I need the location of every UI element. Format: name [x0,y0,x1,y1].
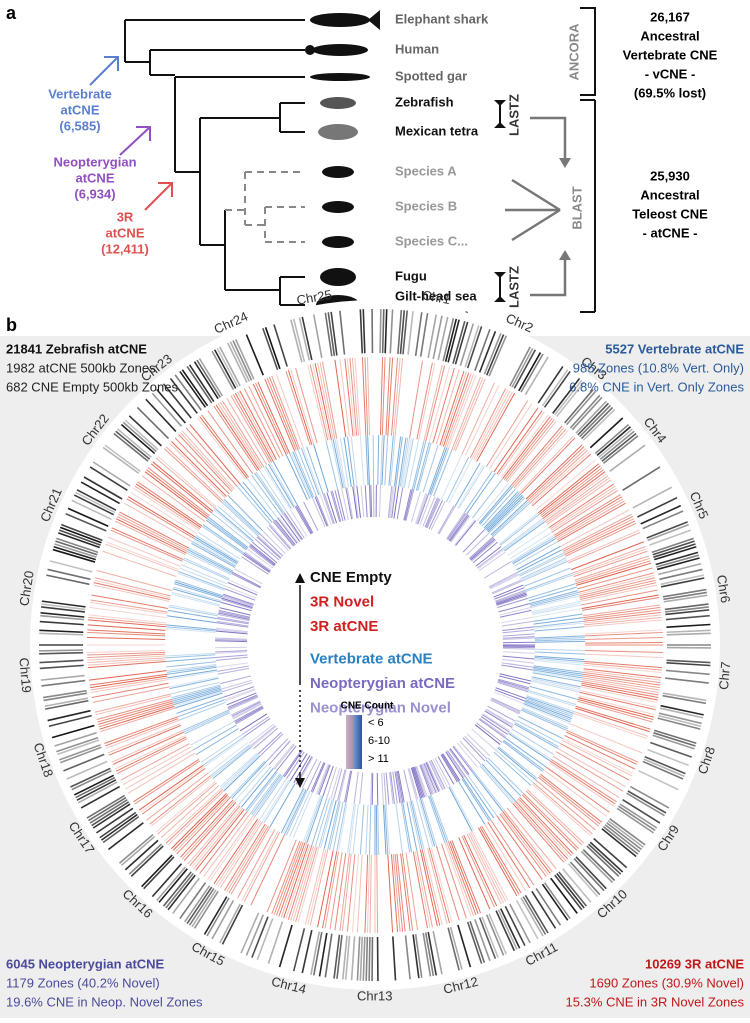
tree [125,20,305,305]
corner-text: 15.3% CNE in 3R Novel Zones [566,994,745,1009]
summary-text: 25,930 [650,168,690,183]
node-label: (6,585) [59,118,100,133]
ring-tick [215,647,247,648]
panel-label: a [6,3,17,23]
ring-tick [503,647,535,648]
tree-dashed [225,172,305,242]
ring-label: CNE Empty [310,569,392,586]
panel-label: b [6,315,17,335]
corner-text: 6.8% CNE in Vert. Only Zones [569,379,744,394]
legend-swatch [346,715,354,769]
ring-tick [377,773,378,805]
node-label: (12,411) [101,241,149,256]
species-label: Human [395,41,439,56]
corner-text: 985 Zones (10.8% Vert. Only) [573,360,744,375]
chromosome-label: Chr7 [716,661,733,690]
summary-text: - vCNE - [645,66,696,81]
species-label: Species B [395,198,457,213]
legend-title: CNE Count [341,701,394,712]
node-label: (6,934) [74,186,115,201]
ring-tick [585,642,663,643]
node-label: atCNE [60,102,99,117]
panel-b: b Chr1Chr2Chr3Chr4Chr5Chr6Chr7Chr8Chr9Ch… [0,287,750,1018]
node-label: atCNE [75,170,114,185]
species-label: Spotted gar [395,68,467,83]
species-label: Zebrafish [395,94,454,109]
ring-label: 3R Novel [310,593,374,610]
ring-tick [369,937,370,981]
ring-label: Neopterygian atCNE [310,675,455,692]
species-label: Elephant shark [395,11,489,26]
node-label: Vertebrate [48,86,112,101]
ring-tick [503,642,535,643]
legend-label: 6-10 [368,735,390,747]
legend-bg [251,521,499,769]
ring-label: 3R atCNE [310,618,378,635]
summary-text: (69.5% lost) [634,85,706,100]
summary-text: Ancestral [640,187,699,202]
corner-text: 682 CNE Empty 500kb Zones [6,379,178,394]
species-label: Fugu [395,268,427,283]
lastz-caps [494,100,506,302]
corner-text: 6045 Neopterygian atCNE [6,956,165,971]
summary-text: Ancestral [640,28,699,43]
ring-label: Vertebrate atCNE [310,650,433,667]
node-label: Neopterygian [53,154,136,169]
corner-text: 5527 Vertebrate atCNE [605,341,744,356]
legend-label: > 11 [368,753,389,765]
tool-label: ANCORA [566,23,581,81]
corner-text: 10269 3R atCNE [645,956,744,971]
chromosome-label: Chr19 [16,657,34,694]
ring-tick [372,773,373,805]
legend-label: < 6 [368,717,384,729]
tool-label: LASTZ [506,94,521,136]
corner-text: 19.6% CNE in Neop. Novel Zones [6,994,203,1009]
node-label: 3R [117,209,134,224]
summary-text: Teleost CNE [632,206,708,221]
summary-text: Vertebrate CNE [623,47,718,62]
tool-label: LASTZ [506,266,521,308]
chromosome-label: Chr13 [357,988,392,1003]
fish-icons [305,10,380,315]
corner-text: 1690 Zones (30.9% Novel) [589,975,744,990]
ring-tick [39,650,83,651]
summary-text: 26,167 [650,9,690,24]
summary-text: - atCNE - [643,225,698,240]
corner-text: 1179 Zones (40.2% Novel) [6,975,160,990]
species-label: Mexican tetra [395,123,479,138]
corner-text: 21841 Zebrafish atCNE [6,341,147,356]
node-label: atCNE [105,225,144,240]
ring-tick [380,309,381,353]
ring-tick [377,855,378,933]
species-label: Species C... [395,233,468,248]
tool-label: BLAST [569,186,584,229]
corner-text: 1982 atCNE 500kb Zones [6,360,156,375]
species-label: Species A [395,163,457,178]
panel-a: a Elephant shark Human Spotted gar Zebrafis… [6,3,718,322]
